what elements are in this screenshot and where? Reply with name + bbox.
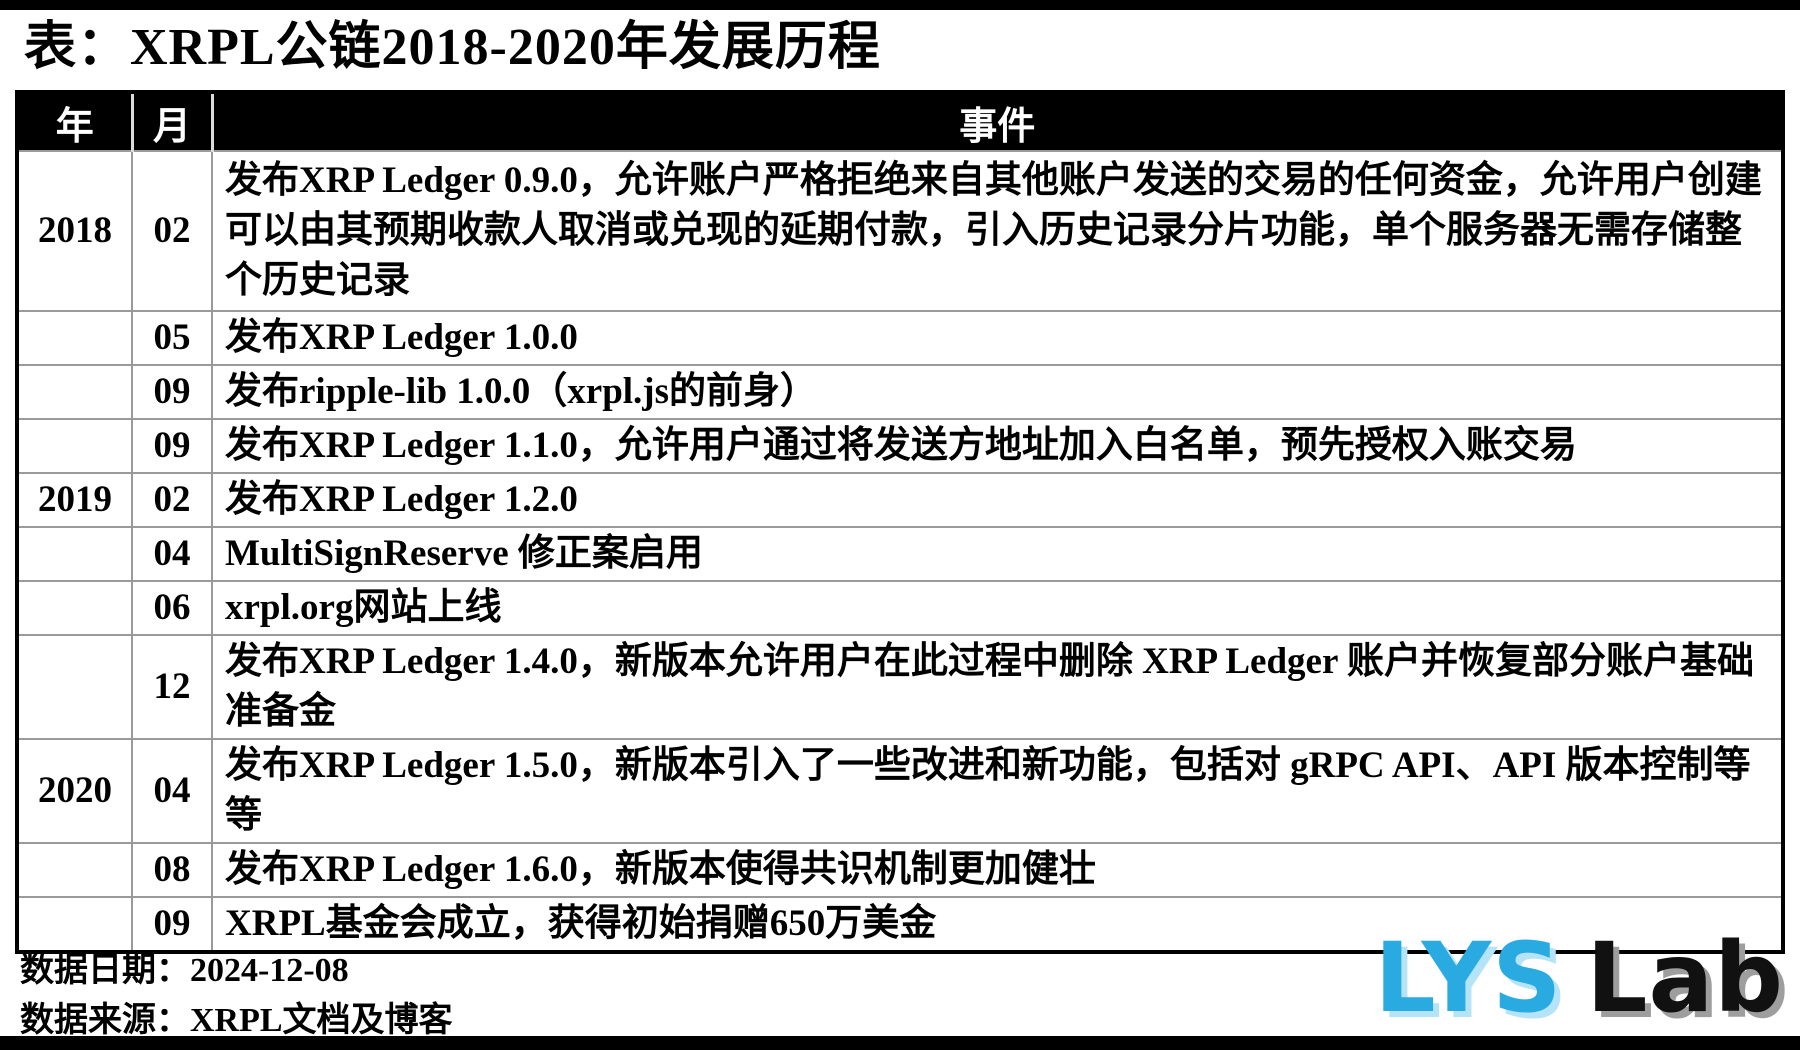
event-cell: 发布XRP Ledger 1.2.0 (211, 472, 1784, 528)
top-border-bar (0, 0, 1800, 10)
month-cell: 04 (131, 738, 213, 844)
event-cell: 发布XRP Ledger 1.0.0 (211, 310, 1784, 366)
month-cell: 06 (131, 580, 213, 636)
year-cell (16, 364, 133, 420)
header-row: 年 月 事件 (17, 92, 1783, 151)
month-cell: 02 (131, 150, 213, 312)
data-date-note: 数据日期：2024-12-08 (20, 952, 349, 989)
event-cell: 发布XRP Ledger 0.9.0，允许账户严格拒绝来自其他账户发送的交易的任… (211, 150, 1784, 312)
month-cell: 09 (131, 364, 213, 420)
month-cell: 09 (131, 896, 213, 953)
event-cell: MultiSignReserve 修正案启用 (211, 526, 1784, 582)
bottom-border-bar (0, 1036, 1800, 1050)
table-header: 年 月 事件 (17, 92, 1783, 151)
event-cell: 发布XRP Ledger 1.6.0，新版本使得共识机制更加健壮 (211, 842, 1784, 898)
event-cell: 发布XRP Ledger 1.5.0，新版本引入了一些改进和新功能，包括对 gR… (211, 738, 1784, 844)
table-row: 08 发布XRP Ledger 1.6.0，新版本使得共识机制更加健壮 (16, 842, 1784, 898)
col-header-event: 事件 (210, 92, 1783, 151)
table-row: 2018 02 发布XRP Ledger 0.9.0，允许账户严格拒绝来自其他账户发… (16, 150, 1784, 312)
year-cell: 2019 (16, 472, 133, 528)
event-cell: 发布ripple-lib 1.0.0（xrpl.js的前身） (211, 364, 1784, 420)
table-row: 06 xrpl.org网站上线 (16, 580, 1784, 636)
year-cell (16, 634, 133, 740)
logo-text-lab: Lab (1586, 922, 1784, 1034)
month-cell: 09 (131, 418, 213, 474)
year-cell: 2020 (16, 738, 133, 844)
year-cell (16, 418, 133, 474)
table-row: 04 MultiSignReserve 修正案启用 (16, 526, 1784, 582)
year-cell (16, 526, 133, 582)
month-cell: 04 (131, 526, 213, 582)
month-cell: 12 (131, 634, 213, 740)
col-header-month: 月 (130, 92, 212, 151)
table-row: 2020 04 发布XRP Ledger 1.5.0，新版本引入了一些改进和新功能，… (16, 738, 1784, 844)
event-cell: 发布XRP Ledger 1.4.0，新版本允许用户在此过程中删除 XRP Le… (211, 634, 1784, 740)
col-header-year: 年 (17, 92, 132, 151)
year-cell: 2018 (16, 150, 133, 312)
month-cell: 02 (131, 472, 213, 528)
year-cell (16, 310, 133, 366)
table-row: 12 发布XRP Ledger 1.4.0，新版本允许用户在此过程中删除 XRP … (16, 634, 1784, 740)
table-row: 2019 02 发布XRP Ledger 1.2.0 (16, 472, 1784, 528)
table-row: 09 XRPL基金会成立，获得初始捐赠650万美金 (16, 896, 1784, 953)
month-cell: 08 (131, 842, 213, 898)
data-source-note: 数据来源：XRPL文档及博客 (20, 1002, 453, 1039)
timeline-table: 年 月 事件 2018 02 发布XRP Ledger 0.9.0，允许账户严格拒绝… (15, 90, 1785, 954)
table-row: 09 发布XRP Ledger 1.1.0，允许用户通过将发送方地址加入白名单，预… (16, 418, 1784, 474)
year-cell (16, 842, 133, 898)
logo-text-lys: LYS (1374, 922, 1563, 1034)
table-body: 2018 02 发布XRP Ledger 0.9.0，允许账户严格拒绝来自其他账户发… (16, 150, 1784, 953)
event-cell: 发布XRP Ledger 1.1.0，允许用户通过将发送方地址加入白名单，预先授… (211, 418, 1784, 474)
year-cell (16, 896, 133, 953)
table-row: 05 发布XRP Ledger 1.0.0 (16, 310, 1784, 366)
lys-lab-logo: LYS Lab (1374, 930, 1784, 1026)
month-cell: 05 (131, 310, 213, 366)
table-row: 09 发布ripple-lib 1.0.0（xrpl.js的前身） (16, 364, 1784, 420)
page-title: 表：XRPL公链2018-2020年发展历程 (24, 19, 881, 76)
year-cell (16, 580, 133, 636)
event-cell: xrpl.org网站上线 (211, 580, 1784, 636)
event-cell: XRPL基金会成立，获得初始捐赠650万美金 (211, 896, 1784, 953)
